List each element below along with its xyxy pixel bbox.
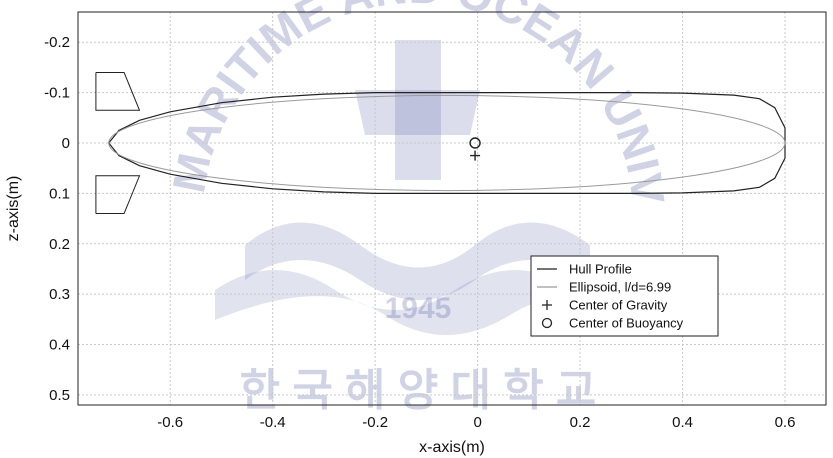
y-tick-label: 0: [62, 135, 70, 152]
legend: Hull Profile Ellipsoid, l/d=6.99 Center of…: [530, 255, 719, 337]
y-tick-label: 0.3: [49, 286, 70, 303]
x-tick-label: -0.6: [157, 414, 183, 431]
watermark-building: [355, 90, 480, 135]
legend-plus-swatch: [542, 300, 552, 310]
legend-label: Hull Profile: [569, 262, 632, 277]
y-tick-label: 0.5: [49, 387, 70, 404]
fin: [95, 72, 141, 111]
y-tick-label: 0.1: [49, 185, 70, 202]
x-tick-label: 0: [473, 414, 481, 431]
x-tick-label: 0.4: [672, 414, 693, 431]
x-tick-label: -0.2: [362, 414, 388, 431]
legend-label: Ellipsoid, l/d=6.99: [569, 280, 671, 295]
fins: [95, 72, 141, 214]
y-tick-label: -0.2: [44, 34, 70, 51]
watermark-arc-text: KOREA MARITIME AND OCEAN UNIVERSITY: [0, 0, 675, 208]
x-tick-label: 0.6: [775, 414, 796, 431]
watermark-wave-1: [245, 222, 590, 300]
legend-label: Center of Buoyancy: [569, 316, 684, 331]
x-tick-label: 0.2: [570, 414, 591, 431]
watermark-year: 1945: [385, 292, 452, 325]
plot-frame: [77, 11, 827, 406]
y-tick-label: 0.4: [49, 337, 70, 354]
university-seal-watermark: KOREA MARITIME AND OCEAN UNIVERSITY 1945 한…: [0, 0, 675, 415]
legend-circle-swatch: [541, 317, 553, 329]
legend-label: Center of Gravity: [569, 298, 668, 313]
ellipsoid-curve: [108, 94, 786, 192]
tick-labels: -0.6 -0.4 -0.2 0 0.2 0.4 0.6 -0.2 -0.1 0 0.1 0.2 0.3…: [44, 34, 795, 431]
series-group: [107, 92, 786, 194]
watermark-pillar: [395, 40, 441, 180]
fin: [95, 175, 141, 214]
legend-box: [530, 255, 719, 337]
center-of-gravity-marker: [470, 150, 481, 161]
x-axis-label: x-axis(m): [419, 439, 485, 456]
x-tick-label: -0.4: [260, 414, 286, 431]
watermark-bottom-text: 한 국 해 양 대 학 교: [240, 366, 597, 415]
grid-lines: [78, 12, 826, 405]
y-tick-label: -0.1: [44, 85, 70, 102]
center-of-buoyancy-marker: [469, 137, 481, 149]
y-tick-label: 0.2: [49, 236, 70, 253]
y-axis-label: z-axis(m): [5, 176, 22, 242]
